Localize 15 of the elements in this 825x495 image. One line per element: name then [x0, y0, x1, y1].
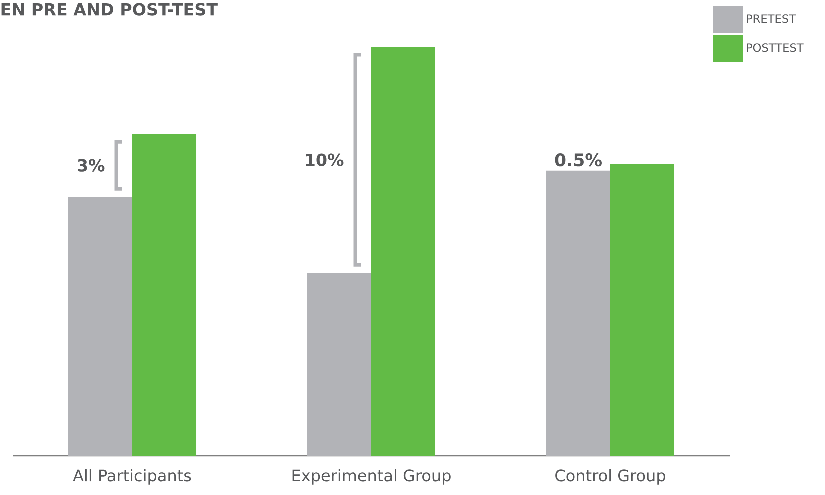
bar: [546, 170, 611, 456]
annotation: 10%: [306, 154, 344, 166]
bar: [68, 197, 133, 456]
chart-title: EN PRE AND POST-TEST: [2, 3, 218, 16]
bar: [610, 164, 674, 456]
bar: [372, 46, 436, 456]
x-tick-label: Control Group: [556, 469, 666, 485]
bar: [308, 273, 372, 456]
annotation: 0.5%: [555, 154, 602, 167]
x-tick-label: All Participants: [73, 469, 192, 485]
x-tick-label: Experimental Group: [292, 469, 451, 485]
legend-label: POSTTEST: [747, 44, 804, 52]
bar: [132, 134, 197, 456]
legend-label: PRETEST: [747, 14, 796, 24]
annotation: 3%: [78, 159, 105, 172]
